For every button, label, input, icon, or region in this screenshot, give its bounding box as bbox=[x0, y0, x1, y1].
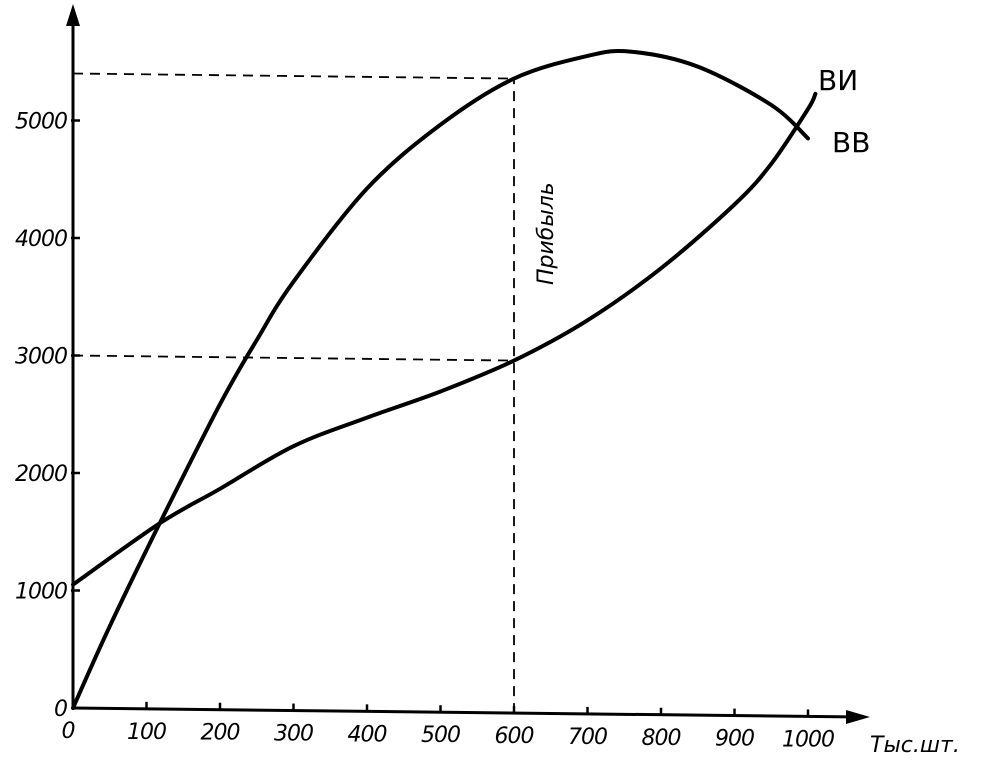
y-tick-label: 1000 bbox=[15, 580, 67, 605]
axes bbox=[66, 4, 870, 724]
x-unit-label: Тыс.шт. bbox=[870, 733, 960, 758]
y-tick-label: 3000 bbox=[15, 345, 67, 370]
series-labels: ВИ ВВ bbox=[818, 64, 870, 159]
y-tick-label: 4000 bbox=[15, 227, 67, 252]
x-tick-label: 200 bbox=[201, 721, 240, 746]
y-tick-label: 0 bbox=[54, 697, 67, 722]
x-tick-label: 0 bbox=[62, 719, 75, 744]
x-tick-label: 500 bbox=[421, 723, 460, 748]
x-tick-label: 700 bbox=[568, 725, 607, 750]
x-tick-label: 100 bbox=[127, 720, 166, 745]
series-line-vi bbox=[71, 91, 818, 587]
series-label-vv: ВВ bbox=[832, 126, 870, 159]
x-tick-label: 800 bbox=[642, 726, 681, 751]
series-label-vi: ВИ bbox=[818, 64, 858, 97]
x-tick-label: 300 bbox=[274, 722, 313, 747]
y-axis-arrow-icon bbox=[66, 4, 80, 26]
guide-lines bbox=[72, 72, 515, 714]
x-tick-label: 400 bbox=[348, 722, 387, 747]
x-tick-label: 900 bbox=[715, 727, 754, 752]
x-axis-arrow-icon bbox=[846, 710, 870, 724]
reference-line-2 bbox=[72, 354, 515, 362]
x-axis bbox=[72, 706, 861, 719]
y-tick-label: 2000 bbox=[15, 462, 67, 487]
tick-labels: 0 100 200 300 400 500 600 700 800 900 1000 0 1000 200… bbox=[15, 110, 835, 753]
tick-marks bbox=[71, 119, 810, 718]
reference-line-1 bbox=[72, 72, 515, 80]
annotations: Прибыль bbox=[534, 182, 559, 285]
y-tick-label: 5000 bbox=[15, 110, 67, 135]
series-lines bbox=[71, 48, 818, 710]
series-line-vv bbox=[71, 48, 810, 710]
x-tick-label: 1000 bbox=[782, 727, 834, 752]
annotation-profit: Прибыль bbox=[534, 182, 559, 285]
x-tick-label: 600 bbox=[495, 724, 534, 749]
